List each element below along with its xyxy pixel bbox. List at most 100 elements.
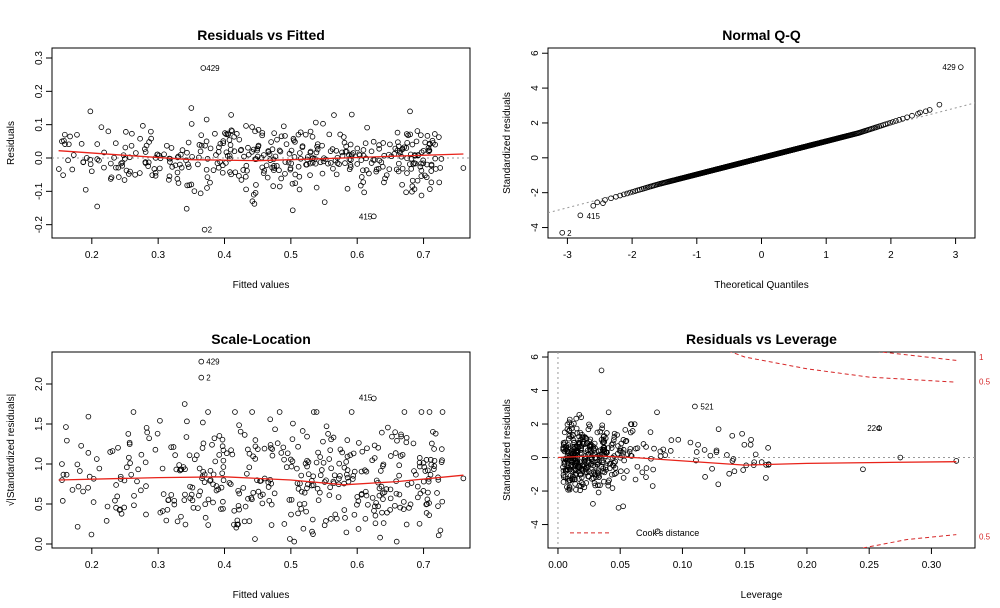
x-tick-label: 0.7 [417,560,431,571]
data-point [159,508,166,514]
data-point [114,493,121,500]
data-point [298,506,304,512]
data-point [171,501,178,508]
data-point [320,438,326,445]
data-point [196,142,203,148]
data-point [418,160,424,167]
data-point [611,434,618,440]
data-point [573,462,579,469]
data-point [418,167,425,174]
data-point [344,467,351,473]
data-point [438,459,445,465]
data-point [166,173,173,180]
data-point [233,131,240,137]
data-point [399,451,406,458]
data-point [228,447,234,453]
data-point [163,517,170,524]
data-point [108,174,115,181]
data-point [407,501,414,508]
data-point [380,463,386,469]
data-point [118,160,124,167]
data-point [268,139,274,145]
data-point [381,489,388,496]
data-point [295,510,301,517]
data-point [360,152,367,159]
data-point [203,116,210,123]
data-point [650,466,656,473]
data-point [204,156,211,162]
data-point [63,424,69,430]
data-point [376,485,383,492]
data-point [393,538,400,545]
data-point [422,172,428,179]
data-point [564,484,570,490]
data-point [231,507,238,514]
data-point [272,426,278,433]
data-point [752,451,759,458]
data-point [249,198,256,205]
data-point [178,513,184,520]
data-point [145,159,152,166]
data-point [126,154,133,161]
data-point [184,182,191,189]
data-point [561,461,568,467]
data-point [307,128,314,135]
data-point [313,184,320,191]
data-point [241,518,248,525]
data-point [288,511,294,518]
data-point [377,468,384,474]
data-point [565,450,571,456]
data-point [200,468,206,475]
data-point [430,429,436,435]
data-point [152,446,159,453]
data-point [426,147,432,153]
data-point [436,179,443,186]
data-point [407,108,413,115]
data-point [368,148,375,155]
data-point [410,161,416,167]
data-point [600,200,606,206]
data-point [372,520,379,527]
data-point [183,434,190,440]
data-point [573,425,580,432]
data-point [731,468,738,475]
data-point [101,149,107,156]
data-point [259,500,266,507]
x-tick-label: 0.4 [218,250,232,261]
y-axis-label: Standardized residuals [502,92,513,194]
data-point [80,488,86,495]
data-point [154,430,161,437]
x-tick-label: 0.3 [151,250,165,261]
data-point [183,157,189,164]
data-point [383,172,390,178]
data-point [357,182,364,189]
data-point [396,160,402,167]
data-point [624,468,630,474]
data-point [236,490,243,497]
data-point [577,459,583,465]
data-point [428,179,435,186]
y-tick-label: 0.0 [34,537,45,551]
data-point [140,123,146,129]
data-point [396,462,402,469]
data-point [341,507,348,513]
data-point [177,467,183,474]
data-point [133,150,139,156]
data-point [75,483,82,490]
data-point [82,186,89,193]
data-point [403,189,409,196]
y-tick-label: 0.2 [34,84,45,98]
data-point [264,174,271,181]
data-point [435,532,442,539]
data-point [299,428,306,434]
data-point [198,132,205,138]
point-annotation: 429 [206,64,220,73]
data-point [119,159,126,166]
data-point [695,441,701,448]
data-point [327,447,334,453]
data-point [639,469,646,476]
data-point [424,501,430,507]
data-point [578,479,585,486]
data-point [210,499,216,506]
data-point [347,162,354,168]
